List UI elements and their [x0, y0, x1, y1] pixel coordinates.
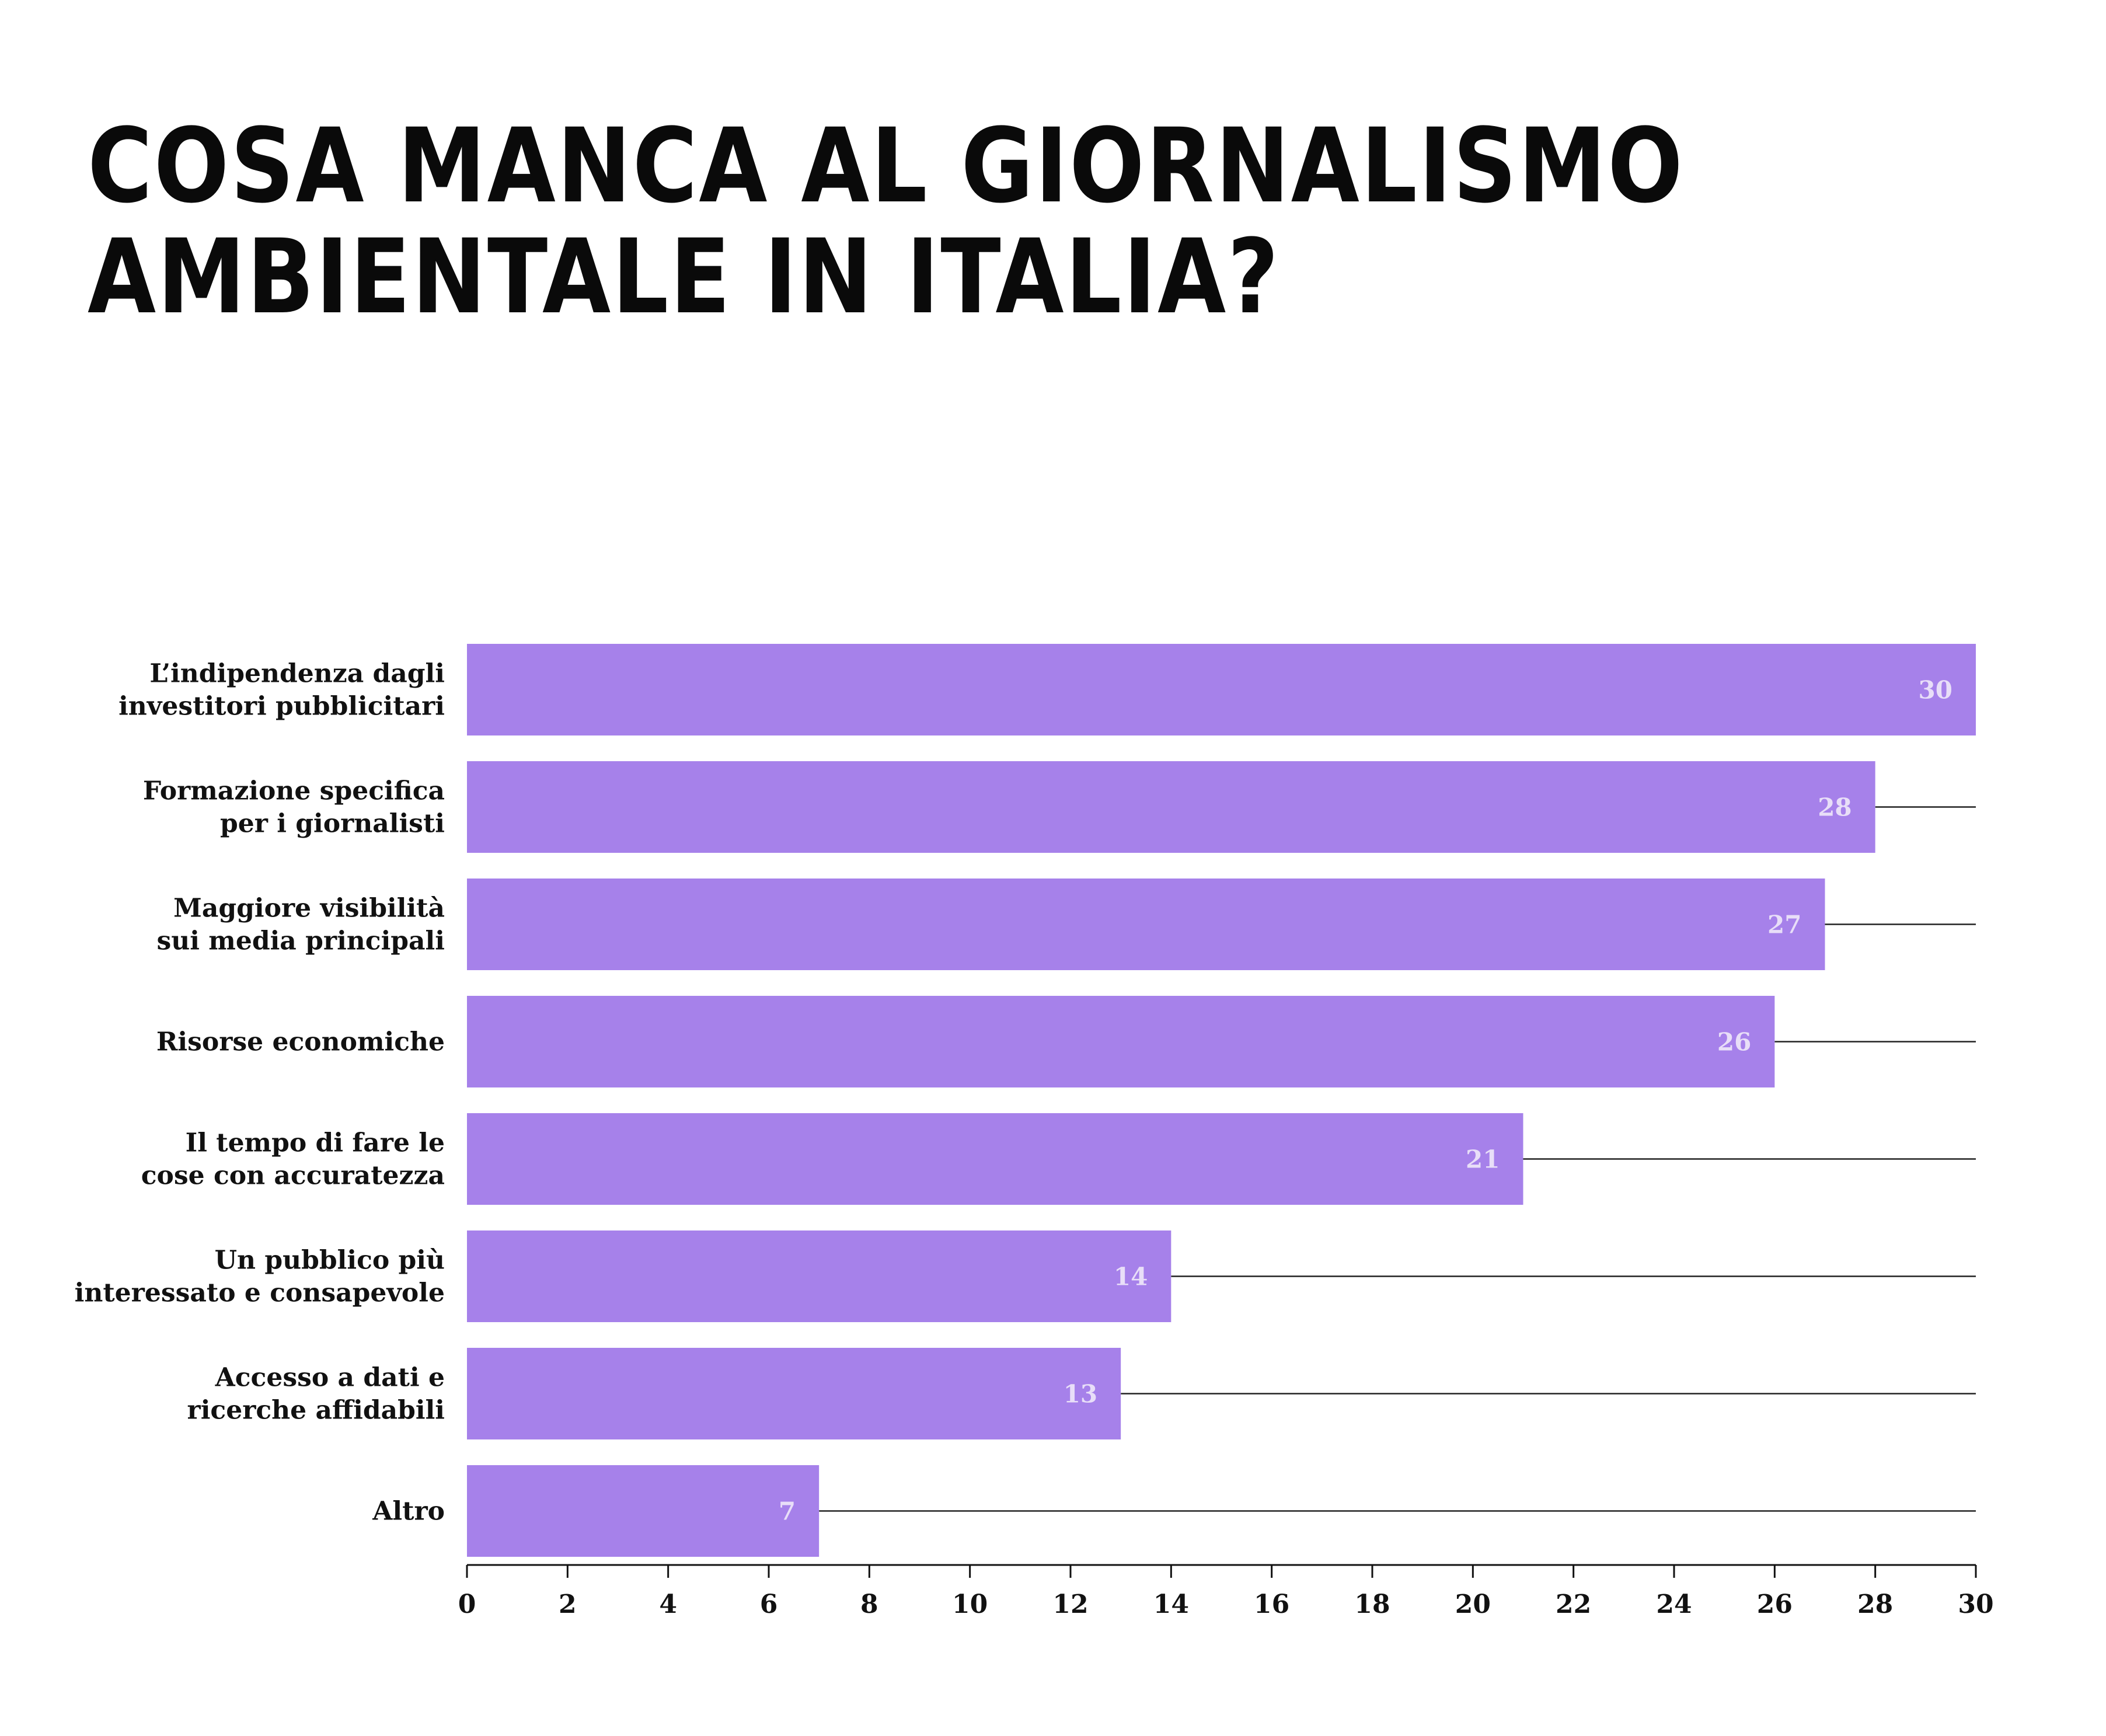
value-label: 27 — [1767, 911, 1801, 939]
category-label-line: cose con accuratezza — [141, 1161, 445, 1191]
category-label-line: Risorse economiche — [156, 1027, 445, 1057]
category-label: Risorse economiche — [156, 1027, 445, 1057]
category-label-line: L’indipendenza dagli — [149, 659, 445, 689]
category-label-line: Il tempo di fare le — [186, 1128, 445, 1158]
x-tick-label: 30 — [1958, 1589, 1993, 1619]
x-tick-label: 10 — [952, 1589, 988, 1619]
x-tick-label: 24 — [1656, 1589, 1692, 1619]
x-tick-label: 26 — [1757, 1589, 1793, 1619]
x-tick-label: 12 — [1052, 1589, 1088, 1619]
value-label: 13 — [1064, 1380, 1097, 1409]
category-label-line: sui media principali — [156, 926, 445, 956]
x-tick-label: 22 — [1556, 1589, 1591, 1619]
value-label: 28 — [1818, 793, 1852, 822]
category-label-line: Maggiore visibilità — [173, 894, 445, 923]
category-label: Maggiore visibilità sui media principali — [156, 894, 445, 956]
category-label-line: Formazione specifica — [143, 776, 445, 806]
bar — [467, 879, 1825, 970]
x-tick-label: 4 — [659, 1589, 677, 1619]
x-tick-label: 20 — [1455, 1589, 1491, 1619]
bar — [467, 761, 1875, 853]
category-label-line: Un pubblico più — [215, 1246, 445, 1275]
category-label: Un pubblico più interessato e consapevole — [75, 1246, 445, 1308]
x-tick-label: 28 — [1857, 1589, 1893, 1619]
value-label: 7 — [779, 1497, 796, 1526]
x-tick-label: 2 — [559, 1589, 577, 1619]
bar — [467, 644, 1976, 735]
value-label: 14 — [1114, 1263, 1148, 1291]
category-label-line: Altro — [372, 1497, 445, 1526]
category-label-line: investitori pubblicitari — [118, 692, 445, 721]
category-label-line: Accesso a dati e — [215, 1363, 445, 1393]
category-label-line: interessato e consapevole — [75, 1278, 445, 1308]
x-tick-label: 0 — [458, 1589, 476, 1619]
category-label: Il tempo di fare le cose con accuratezza — [141, 1128, 445, 1191]
category-label: L’indipendenza dagli investitori pubblici… — [118, 659, 445, 721]
category-label: Altro — [372, 1497, 445, 1526]
x-tick-label: 18 — [1354, 1589, 1390, 1619]
bar — [467, 1465, 820, 1557]
bar — [467, 1113, 1523, 1205]
bar — [467, 996, 1775, 1087]
bar — [467, 1230, 1171, 1322]
value-label: 26 — [1717, 1028, 1751, 1057]
x-tick-label: 14 — [1153, 1589, 1189, 1619]
category-label: Formazione specifica per i giornalisti — [143, 776, 445, 839]
category-label: Accesso a dati e ricerche affidabili — [187, 1363, 445, 1425]
value-label: 21 — [1466, 1145, 1500, 1174]
x-tick-label: 16 — [1254, 1589, 1289, 1619]
category-label-line: per i giornalisti — [220, 809, 445, 839]
x-tick-label: 8 — [860, 1589, 878, 1619]
value-label: 30 — [1919, 676, 1952, 705]
x-tick-label: 6 — [760, 1589, 778, 1619]
category-label-line: ricerche affidabili — [187, 1396, 445, 1425]
bar — [467, 1348, 1121, 1439]
chart-title-line-2: AMBIENTALE IN ITALIA? — [88, 217, 1281, 337]
